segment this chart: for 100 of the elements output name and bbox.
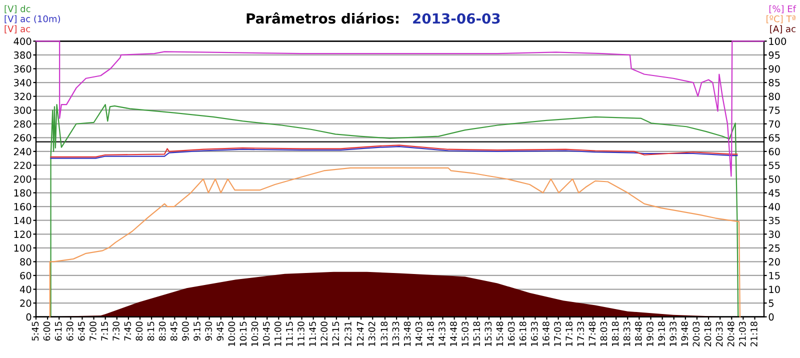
x-tick-label: 16:48 [542,322,550,346]
line-series [49,167,741,318]
x-tick-label: 11:30 [298,322,304,346]
x-tick-label: 18:03 [600,322,608,346]
x-tick-label: 8:00 [136,322,143,341]
y2-tick-label: 45 [768,189,780,197]
x-tick-label: 9:00 [182,322,189,341]
x-tick-label: 12:31 [344,322,352,346]
x-tick-label: 14:48 [450,322,457,346]
y-tick-label: 100 [14,244,32,252]
x-tick-label: 17:48 [588,322,596,346]
y2-tick-label: 80 [768,92,780,100]
y-tick-label: 160 [14,203,32,210]
y-tick-label: 180 [14,189,32,197]
y2-tick-label: 85 [768,78,780,86]
x-tick-label: 14:18 [426,322,434,346]
y2-tick-label: 10 [769,286,780,294]
x-tick-label: 7:00 [90,322,96,341]
x-tick-label: 18:48 [634,322,642,346]
y-tick-label: 360 [14,65,32,73]
x-tick-label: 10:30 [251,322,258,346]
x-tick-label: 13:48 [404,322,411,346]
y2-tick-label: 40 [768,203,780,210]
x-tick-label: 19:18 [658,322,665,346]
x-tick-label: 7:30 [112,322,120,341]
y-tick-label: 200 [14,175,32,183]
x-tick-label: 10:45 [262,322,270,346]
x-tick-label: 9:45 [216,322,224,341]
y2-tick-label: 55 [768,162,780,170]
y-tick-label: 400 [14,38,32,45]
y2-tick-label: 30 [768,230,780,238]
line-series [50,104,739,318]
y2-tick-label: 0 [768,313,774,321]
x-tick-label: 15:03 [462,322,468,346]
x-tick-label: 8:15 [147,322,154,341]
x-tick-label: 8:45 [170,322,178,341]
y-tick-label: 380 [14,51,32,59]
x-tick-label: 5:45 [32,322,39,341]
x-tick-label: 17:03 [554,322,561,346]
x-tick-label: 20:33 [716,322,723,346]
y-tick-label: 280 [14,120,32,128]
x-tick-label: 9:15 [194,322,200,341]
x-tick-label: 11:15 [286,322,293,346]
x-tick-label: 9:30 [205,322,212,341]
text: [A] ac [770,25,796,34]
x-tick-label: 20:48 [727,322,734,346]
y2-tick-label: 60 [768,148,780,156]
chart-title: Parâmetros diários: [246,12,398,24]
x-tick-label: 11:45 [309,322,316,346]
x-tick-label: 7:45 [124,322,132,341]
text: [V] ac [4,25,30,34]
x-tick-label: 17:18 [566,322,572,346]
y2-tick-label: 20 [768,258,780,266]
x-tick-label: 19:03 [646,322,654,346]
y-tick-label: 260 [14,134,32,142]
x-tick-label: 21:03 [738,322,746,346]
x-tick-label: 13:02 [368,322,376,346]
y2-tick-label: 75 [768,106,780,114]
x-tick-label: 19:48 [681,322,688,346]
x-tick-label: 16:33 [530,322,538,346]
x-tick-label: 6:45 [78,322,85,341]
y2-tick-label: 25 [768,244,780,252]
y2-tick-label: 70 [768,120,780,128]
x-tick-label: 14:33 [438,322,446,346]
y2-tick-label: 15 [769,272,780,280]
y2-tick-label: 65 [768,134,780,142]
text: [%] Ef [769,5,796,14]
x-tick-label: 20:18 [704,322,712,346]
y-tick-label: 120 [14,230,32,238]
x-tick-label: 19:33 [670,322,676,346]
x-tick-label: 12:47 [356,322,364,346]
x-tick-label: 20:03 [692,322,700,346]
y2-tick-label: 50 [768,175,780,183]
y-tick-label: 40 [20,286,32,294]
x-tick-label: 6:30 [66,322,74,341]
x-tick-label: 13:33 [392,322,400,346]
y2-tick-label: 35 [768,216,780,224]
y-tick-label: 220 [14,162,32,170]
x-tick-label: 17:33 [577,322,584,346]
y2-tick-label: 100 [769,38,786,45]
y-tick-label: 80 [20,258,32,266]
y2-tick-label: 95 [768,51,780,59]
text: [V] ac (10m) [4,15,60,24]
text: [ºC] Tª [766,15,796,24]
x-tick-label: 16:18 [519,322,526,346]
y-tick-label: 0 [26,313,32,321]
y-tick-label: 20 [20,300,32,307]
x-tick-label: 18:18 [612,322,619,346]
y2-tick-label: 90 [768,65,780,73]
x-tick-label: 15:18 [473,322,480,346]
x-tick-label: 21:18 [750,322,758,346]
y-tick-label: 60 [20,272,32,280]
x-tick-label: 15:48 [496,322,504,346]
x-tick-label: 11:00 [274,322,282,346]
x-tick-label: 6:00 [43,322,50,341]
y-tick-label: 320 [14,92,32,100]
x-tick-label: 13:18 [380,322,388,346]
x-tick-label: 10:00 [228,322,236,346]
x-tick-label: 7:15 [101,322,108,341]
x-tick-label: 15:33 [484,322,492,346]
